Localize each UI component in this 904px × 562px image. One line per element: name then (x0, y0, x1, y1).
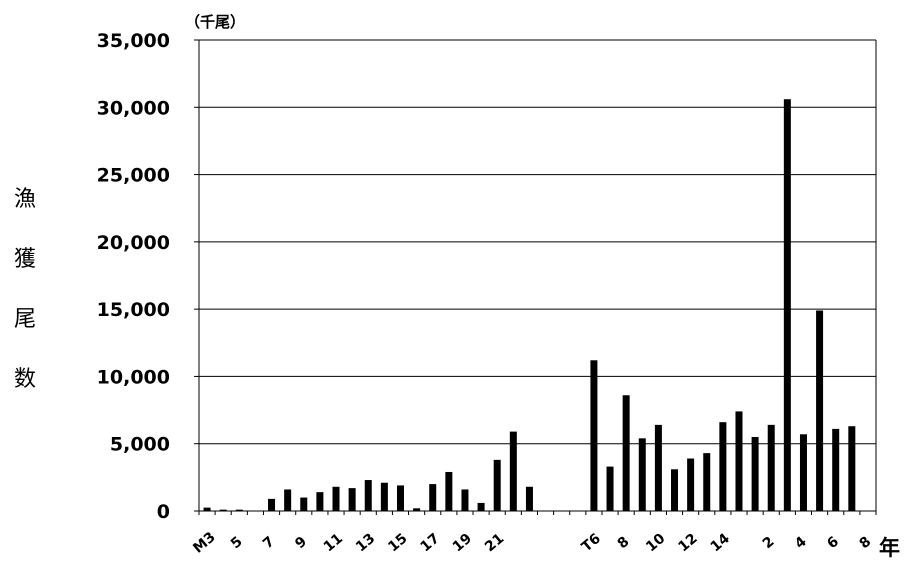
x-tick-label: T6 (579, 531, 604, 556)
bar-M22 (509, 431, 517, 511)
bar-S5 (799, 434, 807, 511)
x-tick-label: 15 (385, 531, 410, 556)
bar-S7 (832, 428, 840, 511)
y-axis-label: 漁 獲 尾 数 (10, 170, 40, 410)
x-tick-label: 13 (353, 531, 378, 556)
bar-S8 (848, 426, 856, 511)
x-tick-label: 5 (228, 534, 246, 553)
y-tick-label: 10,000 (97, 366, 170, 388)
x-tick-label: 8 (856, 534, 874, 553)
bar-M12 (348, 488, 356, 511)
y-axis-label-char: 数 (13, 367, 36, 392)
y-axis-label-char: 漁 (13, 187, 36, 212)
x-tick-labels: M3 5 7 9 11 13 15 17 19 21 T6 8 10 12 14 2 4 6 8 (190, 529, 874, 556)
y-tick-label: 15,000 (97, 299, 170, 321)
bar-T14 (719, 422, 727, 511)
bar-S3 (767, 424, 775, 511)
bar-M10 (316, 492, 324, 511)
bar-S4 (783, 99, 791, 511)
bar-M5 (235, 509, 243, 511)
unit-label: （千尾） (185, 13, 246, 31)
bar-M7 (268, 498, 276, 511)
bar-M19 (461, 489, 469, 511)
x-tick-label: M3 (190, 529, 218, 556)
x-tick-label: 21 (482, 531, 507, 556)
bar-T8 (622, 395, 630, 511)
bar-M3 (203, 507, 211, 511)
x-tick-label: 17 (418, 531, 443, 556)
gridlines (199, 39, 876, 445)
bar-S6 (816, 310, 824, 511)
y-axis-label-char: 尾 (13, 307, 36, 332)
bar-T10 (654, 424, 662, 511)
y-tick-label: 20,000 (97, 232, 170, 254)
y-axis-label-char: 獲 (13, 247, 36, 272)
y-tick-label: 35,000 (97, 30, 170, 52)
x-tick-label: 12 (675, 531, 700, 556)
y-tick-label: 25,000 (97, 165, 170, 187)
bar-T11 (671, 469, 679, 511)
x-tick-label: 10 (643, 530, 668, 555)
bar-T9 (638, 438, 646, 511)
x-tick-label: 2 (760, 534, 778, 553)
bar-T15 (735, 411, 743, 511)
y-tick-labels: 35,000 30,000 25,000 20,000 15,000 10,000 5,00… (97, 30, 170, 523)
bar-S2 (751, 436, 759, 511)
bar-T6 (590, 360, 598, 511)
bar-M23 (525, 486, 533, 511)
x-tick-label: 9 (292, 534, 310, 553)
bar-M20 (477, 502, 485, 511)
bar-M11 (332, 486, 340, 511)
bar-M8 (284, 489, 292, 511)
x-tick-label: 4 (792, 534, 810, 553)
bar-T13 (703, 453, 711, 511)
bar-M15 (396, 485, 404, 511)
bar-T12 (687, 458, 695, 511)
x-axis-unit-label: 年 (879, 536, 900, 560)
bar-M4 (219, 509, 227, 511)
bar-M17 (429, 484, 437, 511)
x-tick-label: 11 (321, 531, 346, 556)
bar-M21 (493, 459, 501, 511)
bar-M18 (445, 471, 453, 511)
axes (194, 39, 877, 515)
y-tick-label: 5,000 (110, 434, 170, 456)
bars (203, 99, 856, 511)
bar-M13 (364, 480, 372, 511)
bar-T7 (606, 466, 614, 511)
x-tick-label: 7 (260, 534, 278, 553)
y-tick-label: 30,000 (97, 97, 170, 119)
x-tick-label: 14 (708, 530, 733, 555)
bar-M16 (413, 508, 421, 511)
bar-M9 (300, 497, 308, 511)
x-tick-label: 19 (450, 531, 475, 556)
bar-M14 (380, 482, 388, 511)
x-tick-label: 8 (615, 534, 633, 553)
y-tick-label: 0 (157, 501, 170, 523)
x-tick-label: 6 (824, 534, 842, 553)
